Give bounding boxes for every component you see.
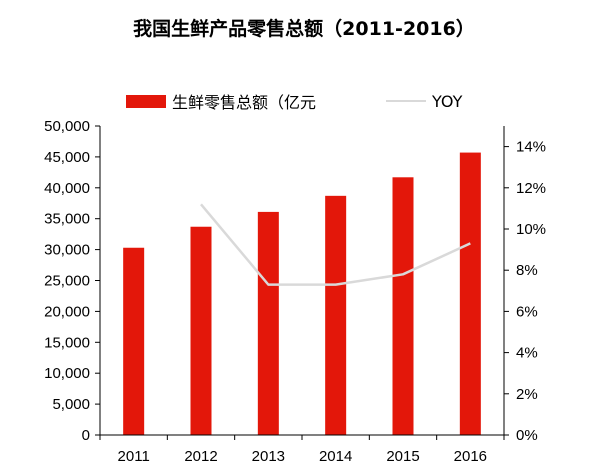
- x-tick-label: 2012: [184, 448, 217, 465]
- x-tick-label: 2014: [319, 448, 352, 465]
- y-left-tick-label: 0: [82, 427, 90, 444]
- y-right-tick-label: 8%: [516, 262, 538, 279]
- legend-label-bar: 生鲜零售总额（亿元: [172, 93, 317, 112]
- chart-title: 我国生鲜产品零售总额（2011-2016）: [133, 18, 475, 40]
- bar: [392, 177, 414, 435]
- legend-swatch-bar: [126, 94, 166, 108]
- bar: [123, 247, 145, 435]
- y-right-tick-label: 0%: [516, 427, 538, 444]
- bar: [257, 211, 279, 435]
- y-left-tick-label: 25,000: [44, 273, 90, 290]
- x-tick-label: 2016: [454, 448, 487, 465]
- y-right-tick-label: 14%: [516, 139, 546, 156]
- y-right-tick-label: 2%: [516, 386, 538, 403]
- y-right-tick-label: 4%: [516, 345, 538, 362]
- y-left-tick-label: 10,000: [44, 365, 90, 382]
- x-tick-label: 2011: [118, 448, 150, 465]
- y-left-tick-label: 45,000: [44, 149, 90, 166]
- y-left-tick-label: 30,000: [44, 242, 90, 259]
- y-right-tick-label: 6%: [516, 303, 538, 320]
- bar: [190, 226, 212, 435]
- x-tick-label: 2013: [252, 448, 285, 465]
- y-left-tick-label: 50,000: [44, 118, 90, 135]
- y-left-tick-label: 40,000: [44, 180, 90, 197]
- y-left-tick-label: 20,000: [44, 303, 90, 320]
- y-left-tick-label: 5,000: [52, 396, 90, 413]
- x-tick-label: 2015: [386, 448, 419, 465]
- y-left-tick-label: 15,000: [44, 334, 90, 351]
- y-right-tick-label: 12%: [516, 180, 546, 197]
- legend-swatch-line: [386, 100, 426, 102]
- legend-item-line: YOY: [386, 89, 462, 113]
- bar: [459, 152, 481, 435]
- legend-label-line: YOY: [432, 91, 463, 111]
- y-right-tick-label: 10%: [516, 221, 546, 238]
- bar: [325, 195, 347, 435]
- y-left-tick-label: 35,000: [44, 211, 90, 228]
- legend-item-bar: 生鲜零售总额（亿元: [126, 89, 316, 113]
- yoy-line: [200, 203, 471, 286]
